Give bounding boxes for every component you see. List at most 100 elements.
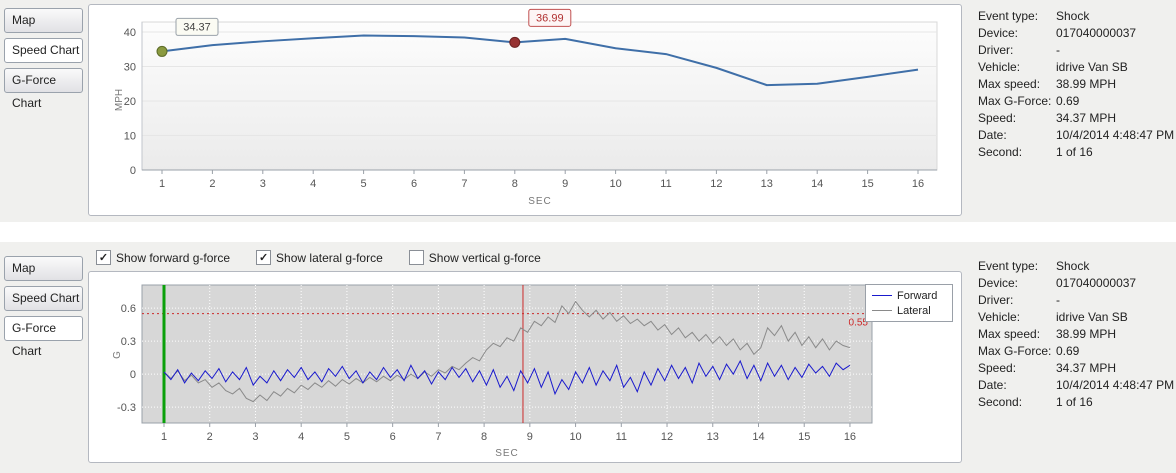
- svg-text:1: 1: [161, 431, 167, 443]
- info-value: -: [1056, 43, 1060, 57]
- info-value: 34.37 MPH: [1056, 361, 1117, 375]
- info-row-driver: Driver: -: [978, 42, 1176, 59]
- info-label: Max G-Force:: [978, 344, 1052, 358]
- info-value: 38.99 MPH: [1056, 327, 1117, 341]
- checkbox-box[interactable]: [256, 250, 272, 265]
- info-label: Event type:: [978, 9, 1039, 23]
- checkbox-show-vertical-gforce[interactable]: Show vertical g-force: [408, 250, 541, 265]
- speed-panel-tab-list: Map Speed Chart G-Force Chart: [0, 0, 88, 222]
- svg-text:3: 3: [252, 431, 258, 443]
- info-label: Second:: [978, 395, 1023, 409]
- info-value: Shock: [1056, 9, 1090, 23]
- info-row-date: Date: 10/4/2014 4:48:47 PM: [978, 127, 1176, 144]
- svg-text:13: 13: [707, 431, 719, 443]
- info-label: Date:: [978, 128, 1007, 142]
- speed-chart-frame: 0 10 20 30 40 1 2 3 4 5 6 7 8 9 10 11 12 13 14 15 16 SEC MPH 34…: [88, 4, 962, 216]
- svg-text:G: G: [112, 351, 123, 359]
- info-label: Device:: [978, 26, 1019, 40]
- info-row-speed: Speed: 34.37 MPH: [978, 360, 1176, 377]
- svg-text:10: 10: [569, 431, 581, 443]
- gforce-panel-tab-list: Map Speed Chart G-Force Chart: [0, 242, 88, 473]
- info-row-max-gforce: Max G-Force: 0.69: [978, 343, 1176, 360]
- checkbox-box[interactable]: [96, 250, 111, 265]
- info-value: -: [1056, 293, 1060, 307]
- info-value: 0.69: [1056, 94, 1080, 108]
- tab-map[interactable]: Map: [4, 256, 83, 281]
- svg-text:6: 6: [411, 178, 417, 190]
- info-label: Vehicle:: [978, 60, 1021, 74]
- legend-line-swatch: [872, 310, 892, 311]
- svg-text:16: 16: [912, 178, 924, 190]
- info-row-max-speed: Max speed: 38.99 MPH: [978, 326, 1176, 343]
- svg-text:-0.3: -0.3: [117, 402, 136, 414]
- gforce-chart-area: Show forward g-force Show lateral g-forc…: [88, 242, 966, 473]
- event-info-panel: Event type: Shock Device: 017040000037 D…: [966, 0, 1176, 222]
- info-label: Max G-Force:: [978, 94, 1052, 108]
- chart-legend: Forward Lateral: [865, 284, 953, 322]
- checkbox-label: Show vertical g-force: [428, 250, 541, 265]
- info-value: 1 of 16: [1056, 395, 1093, 409]
- event-info-panel: Event type: Shock Device: 017040000037 D…: [966, 242, 1176, 473]
- svg-text:15: 15: [798, 431, 810, 443]
- svg-text:1: 1: [159, 178, 165, 190]
- info-label: Speed:: [978, 111, 1017, 125]
- info-label: Second:: [978, 145, 1023, 159]
- info-value: 0.69: [1056, 344, 1080, 358]
- svg-text:14: 14: [752, 431, 764, 443]
- legend-label: Lateral: [897, 304, 931, 317]
- info-row-driver: Driver: -: [978, 292, 1176, 309]
- svg-text:3: 3: [260, 178, 266, 190]
- checkbox-box[interactable]: [408, 250, 424, 265]
- info-label: Max speed:: [978, 327, 1041, 341]
- checkbox-show-forward-gforce[interactable]: Show forward g-force: [96, 250, 230, 265]
- tab-speed-chart[interactable]: Speed Chart: [4, 38, 83, 63]
- svg-text:4: 4: [298, 431, 304, 443]
- checkbox-show-lateral-gforce[interactable]: Show lateral g-force: [256, 250, 383, 265]
- svg-text:15: 15: [861, 178, 873, 190]
- speed-chart-area: 0 10 20 30 40 1 2 3 4 5 6 7 8 9 10 11 12 13 14 15 16 SEC MPH 34…: [88, 0, 966, 222]
- checkbox-label: Show forward g-force: [116, 250, 231, 265]
- svg-text:12: 12: [710, 178, 722, 190]
- svg-text:14: 14: [811, 178, 823, 190]
- svg-text:5: 5: [361, 178, 367, 190]
- svg-text:7: 7: [461, 178, 467, 190]
- tab-speed-chart[interactable]: Speed Chart: [4, 286, 83, 311]
- legend-line-swatch: [872, 295, 892, 296]
- svg-text:13: 13: [761, 178, 773, 190]
- info-value: 10/4/2014 4:48:47 PM: [1056, 378, 1175, 392]
- info-row-vehicle: Vehicle: idrive Van SB: [978, 309, 1176, 326]
- info-label: Driver:: [978, 293, 1014, 307]
- info-row-event-type: Event type: Shock: [978, 258, 1176, 275]
- svg-text:10: 10: [124, 131, 136, 143]
- svg-text:11: 11: [660, 178, 671, 190]
- svg-text:0.3: 0.3: [121, 336, 136, 348]
- svg-text:8: 8: [512, 178, 518, 190]
- svg-text:SEC: SEC: [528, 196, 552, 207]
- tab-gforce-chart[interactable]: G-Force Chart: [4, 316, 83, 358]
- info-row-device: Device: 017040000037: [978, 25, 1176, 42]
- svg-text:30: 30: [124, 62, 136, 74]
- svg-text:SEC: SEC: [495, 448, 519, 459]
- svg-text:16: 16: [844, 431, 856, 443]
- legend-item-lateral: Lateral: [872, 303, 946, 318]
- info-label: Date:: [978, 378, 1007, 392]
- svg-text:6: 6: [390, 431, 396, 443]
- svg-text:20: 20: [124, 96, 136, 108]
- svg-text:0.6: 0.6: [121, 303, 136, 315]
- tab-map[interactable]: Map: [4, 8, 83, 33]
- gforce-chart-frame: -0.3 0 0.3 0.6 1 2 3 4 5 6 7 8 9 10 11 12 13 14 15 16 0.55 SE…: [88, 271, 962, 463]
- svg-text:2: 2: [209, 178, 215, 190]
- svg-text:0.55: 0.55: [849, 318, 869, 329]
- info-label: Vehicle:: [978, 310, 1021, 324]
- svg-text:5: 5: [344, 431, 350, 443]
- info-row-second: Second: 1 of 16: [978, 394, 1176, 411]
- info-label: Device:: [978, 276, 1019, 290]
- svg-text:34.37: 34.37: [183, 21, 211, 33]
- tab-gforce-chart[interactable]: G-Force Chart: [4, 68, 83, 110]
- svg-text:36.99: 36.99: [536, 12, 564, 24]
- svg-text:10: 10: [609, 178, 621, 190]
- gforce-chart[interactable]: -0.300.30.61 2 3 4 5 6 7 8 9 10 11 12 13 14 15 160.55SE…: [92, 275, 960, 461]
- legend-item-forward: Forward: [872, 288, 946, 303]
- info-label: Driver:: [978, 43, 1014, 57]
